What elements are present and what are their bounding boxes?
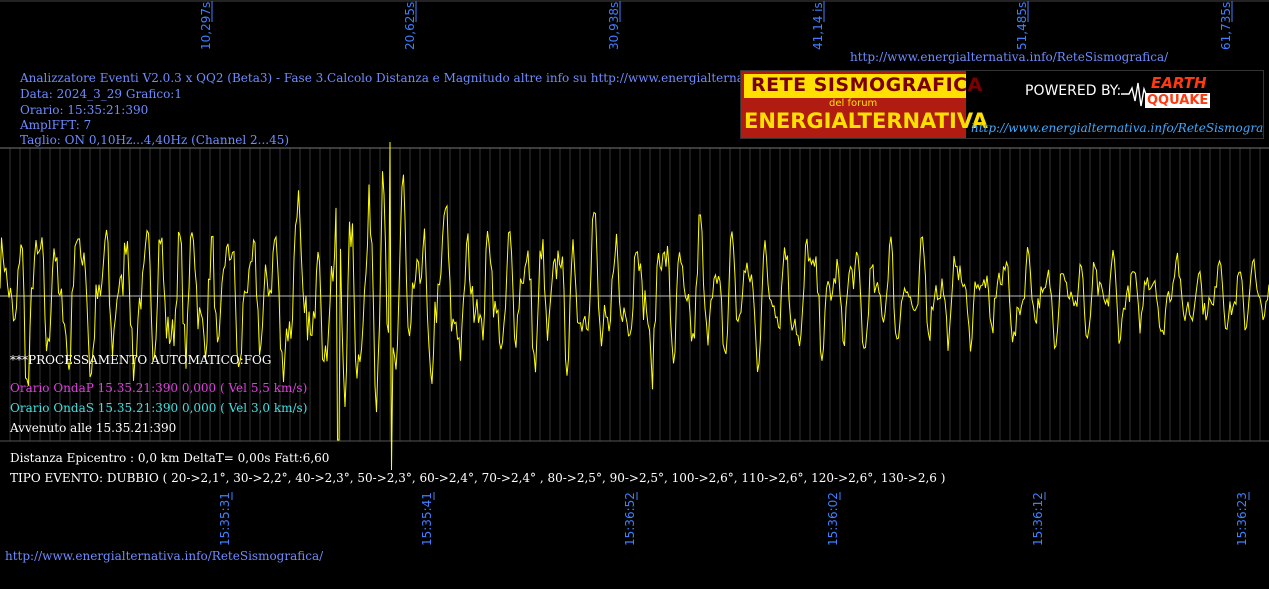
banner-url[interactable]: http://www.energialternativa.info/ReteSi… (971, 121, 1264, 135)
seismic-trace (0, 141, 1269, 471)
header-amplfft: AmplFFT: 7 (20, 118, 92, 132)
banner-subtitle: del forum (829, 98, 878, 109)
top-tick-label: 20,625s (403, 1, 417, 50)
onda-p-time: Orario OndaP 15.35.21:390 0,000 ( Vel 5,… (10, 381, 308, 395)
auto-processing-label: ***PROCESSAMENTO AUTOMATICO:FOG (10, 353, 272, 367)
bottom-tick-label: 15:36:12 (1031, 492, 1045, 546)
bottom-tick-marks (231, 492, 1250, 500)
onda-s-time: Orario OndaS 15.35.21:390 0,000 ( Vel 3,… (10, 401, 308, 415)
top-tick-label: 30,938s (607, 1, 621, 50)
header-filter: Taglio: ON 0,10Hz...4,40Hz (Channel 2...… (20, 133, 290, 147)
rete-sismografica-banner[interactable]: RETE SISMOGRAFICA del forum ENERGIALTERN… (740, 70, 1264, 139)
banner-title: RETE SISMOGRAFICA (751, 74, 983, 96)
top-tick-marks (211, 1, 1233, 22)
bottom-tick-label: 15:35:31 (218, 492, 232, 546)
banner-quake-logo: QQUAKE (1145, 93, 1211, 108)
banner-forum-name: ENERGIALTERNATIVA (744, 109, 988, 133)
bottom-tick-label: 15:36:52 (623, 492, 637, 546)
top-tick-label: 61,735s (1219, 1, 1233, 50)
banner-powered-by: POWERED BY: (1025, 83, 1122, 99)
banner-yellow-strip (744, 74, 966, 98)
header-title: Analizzatore Eventi V2.0.3 x QQ2 (Beta3)… (20, 71, 856, 85)
event-type: TIPO EVENTO: DUBBIO ( 20->2,1°, 30->2,2°… (10, 471, 946, 485)
header-date: Data: 2024_3_29 Grafico:1 (20, 87, 182, 101)
bottom-url-link[interactable]: http://www.energialternativa.info/ReteSi… (5, 549, 324, 563)
event-time: Avvenuto alle 15.35.21:390 (10, 421, 177, 435)
top-url-link[interactable]: http://www.energialternativa.info/ReteSi… (850, 50, 1169, 64)
banner-earth-logo: EARTH (1151, 74, 1207, 92)
epicenter-distance: Distanza Epicentro : 0,0 km DeltaT= 0,00… (10, 451, 330, 465)
bottom-tick-label: 15:35:41 (420, 492, 434, 546)
top-tick-label: 10,297s (199, 1, 213, 50)
bottom-tick-label: 15:36:23 (1235, 492, 1249, 546)
grid-lines (9, 148, 1261, 441)
top-tick-label: 51,485s (1015, 1, 1029, 50)
bottom-tick-label: 15:36:02 (826, 492, 840, 546)
top-tick-label: 41,14 is (811, 2, 825, 50)
header-time: Orario: 15:35:21:390 (20, 103, 149, 117)
